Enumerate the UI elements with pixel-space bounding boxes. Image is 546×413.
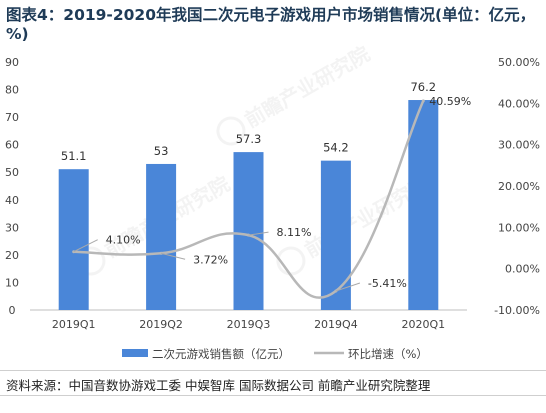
- chart-title: 图表4：2019-2020年我国二次元电子游戏用户市场销售情况(单位：亿元，%): [6, 6, 536, 43]
- line-value-label: 8.11%: [277, 226, 312, 239]
- x-tick-label: 2020Q1: [401, 318, 445, 331]
- legend-line-label: 环比增速（%）: [348, 347, 428, 361]
- source-divider-bottom: [0, 395, 546, 396]
- legend: 二次元游戏销售额（亿元） 环比增速（%）: [122, 347, 428, 361]
- y-right-tick-label: 30.00%: [498, 139, 540, 152]
- y-left-tick-label: 40: [5, 194, 19, 207]
- bar: [146, 163, 177, 310]
- source-note: 资料来源：中国音数协游戏工委 中娱智库 国际数据公司 前瞻产业研究院整理: [6, 378, 431, 393]
- y-left-tick-label: 10: [5, 276, 19, 289]
- line-value-label: 40.59%: [429, 95, 471, 108]
- line-value-label: -5.41%: [368, 277, 407, 290]
- line-label-leader: [160, 252, 186, 260]
- bar: [408, 100, 439, 310]
- axes: 0 10 20 30 40 50 60 70 80 90 -10.00% 0.00% 10.00% 20.…: [5, 56, 540, 331]
- y-right-tick-label: 50.00%: [498, 56, 540, 69]
- y-right-tick-label: 40.00%: [498, 97, 540, 110]
- y-right-tick-label: 10.00%: [498, 221, 540, 234]
- x-tick-label: 2019Q3: [227, 318, 271, 331]
- y-left-tick-label: 30: [5, 221, 19, 234]
- chart: 前瞻产业研究院前瞻产业研究院前瞻产业研究院 010203040506070809…: [5, 42, 540, 361]
- growth-point: [421, 99, 425, 103]
- line-value-label: 4.10%: [106, 234, 141, 247]
- y-left-tick-label: 0: [9, 304, 16, 317]
- line-label-leader: [73, 239, 98, 253]
- watermark-logo-icon: [276, 246, 306, 276]
- bar: [58, 169, 89, 310]
- bar-value-label: 51.1: [61, 149, 87, 163]
- y-left-tick-label: 80: [5, 84, 19, 97]
- line-label-leader: [335, 282, 361, 292]
- y-left-tick-label: 20: [5, 249, 19, 262]
- bar-value-label: 54.2: [323, 141, 349, 155]
- y-left-tick-label: 70: [5, 111, 19, 124]
- x-tick-label: 2019Q1: [52, 318, 96, 331]
- watermark-text: 前瞻产业研究院: [241, 42, 374, 133]
- bar-series: [58, 100, 439, 310]
- line-value-label: 3.72%: [193, 253, 228, 266]
- legend-bar-swatch: [122, 349, 148, 357]
- watermark-logo-icon: [216, 116, 246, 146]
- y-right-tick-label: 0.00%: [505, 263, 540, 276]
- bar-value-label: 53: [154, 144, 169, 158]
- bar: [320, 160, 351, 310]
- source-divider-top: [0, 370, 546, 371]
- data-labels: 51.1 53 57.3 54.2 76.2 4.10% 3.72% 8.11% -5.41% 4…: [61, 80, 471, 292]
- bar: [233, 152, 264, 310]
- growth-line: [73, 100, 425, 299]
- y-right-tick-label: 20.00%: [498, 180, 540, 193]
- y-right-tick-label: -10.00%: [494, 304, 540, 317]
- line-label-leader: [248, 231, 269, 236]
- y-left-tick-label: 60: [5, 139, 19, 152]
- bar-value-label: 57.3: [236, 132, 262, 146]
- y-left-tick-label: 90: [5, 56, 19, 69]
- bar-value-label: 76.2: [410, 80, 436, 94]
- x-tick-label: 2019Q2: [139, 318, 183, 331]
- x-tick-label: 2019Q4: [314, 318, 358, 331]
- y-left-tick-label: 50: [5, 166, 19, 179]
- legend-bar-label: 二次元游戏销售额（亿元）: [152, 347, 290, 361]
